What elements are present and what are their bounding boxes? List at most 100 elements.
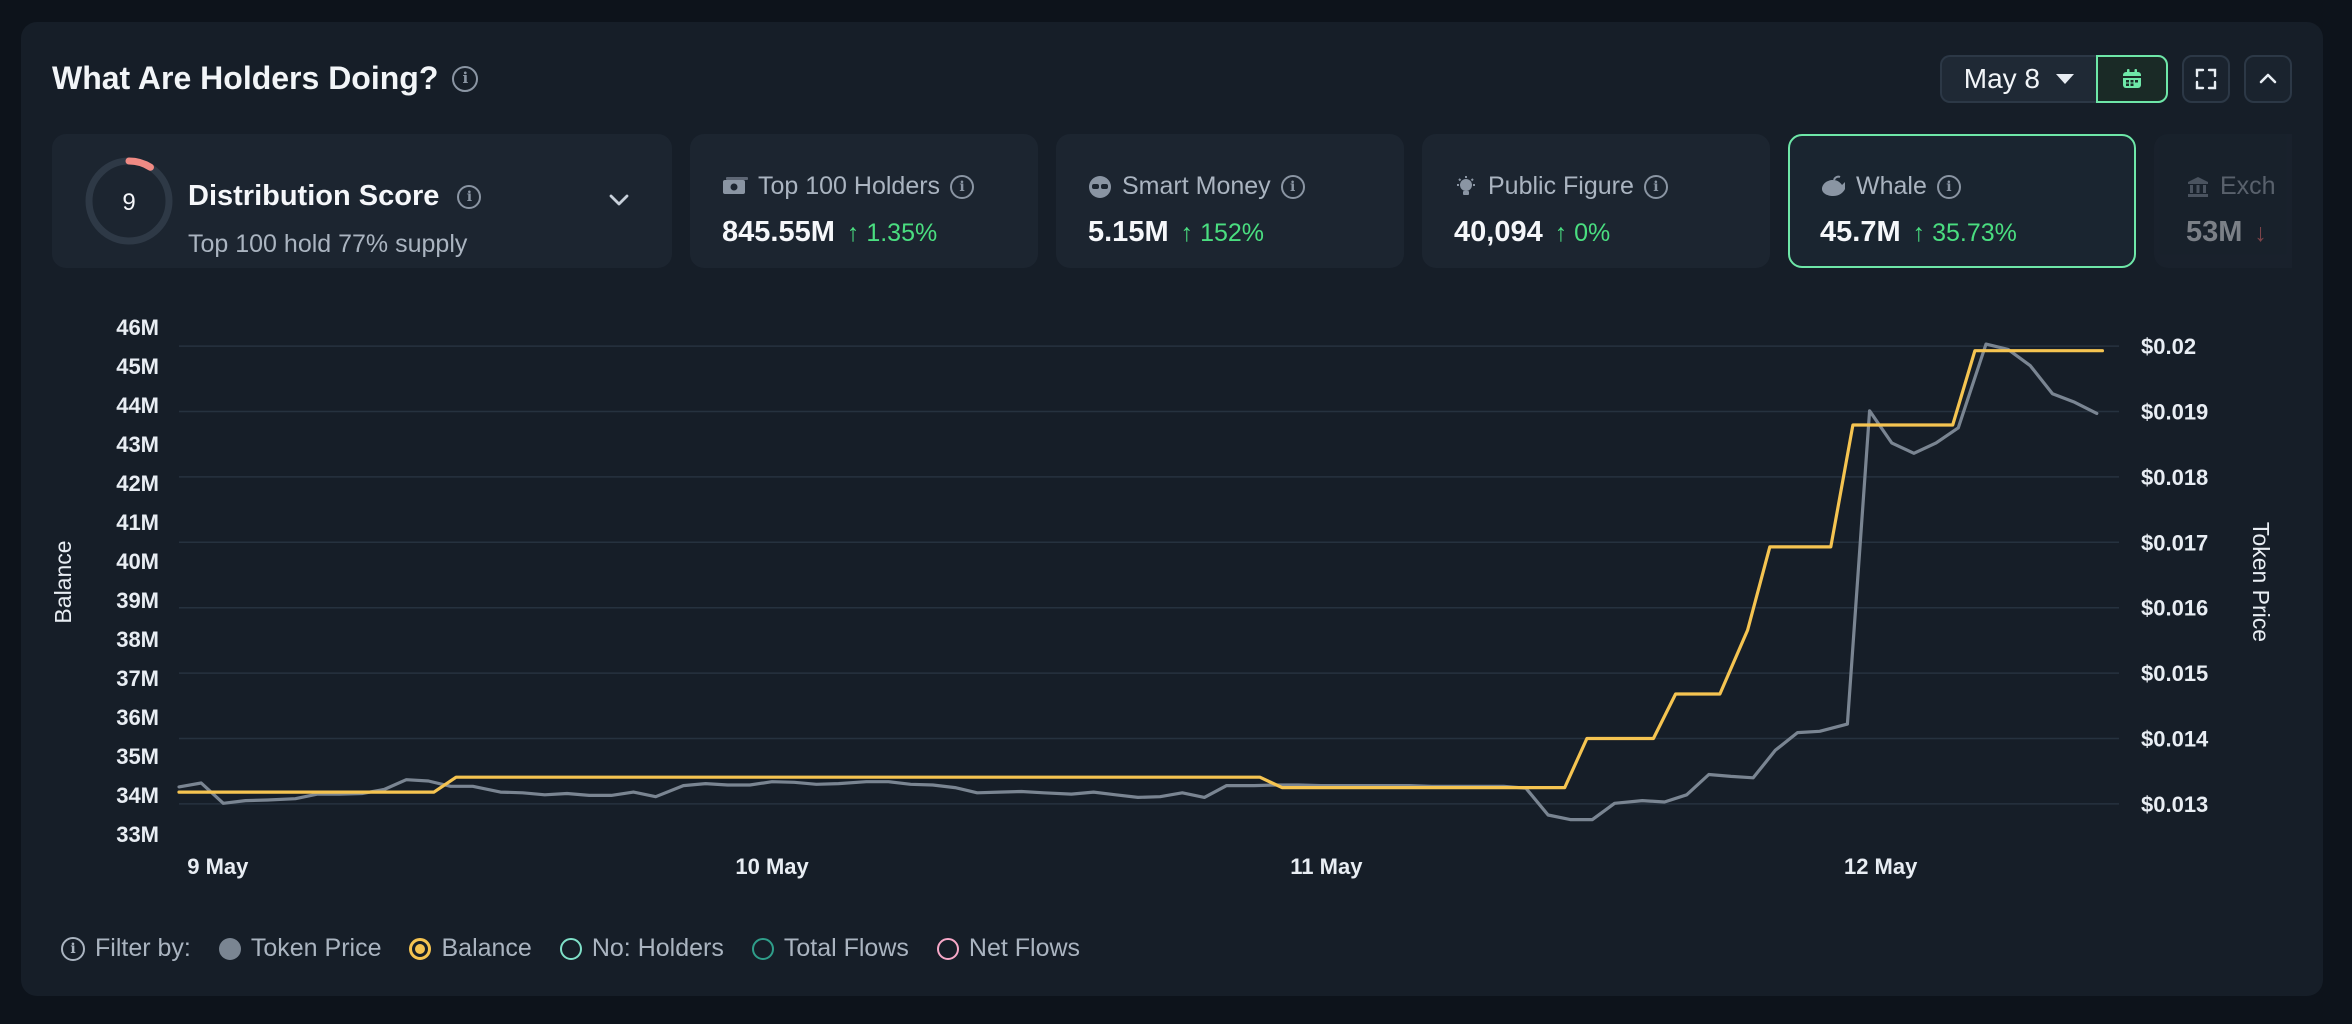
panel-title: What Are Holders Doing? [52, 60, 439, 96]
card-label: Smart Money [1122, 172, 1271, 200]
distribution-score-card[interactable]: 9 Distribution Score i Top 100 hold 77% … [52, 134, 672, 268]
filter-label: Filter by: [95, 934, 191, 962]
lightbulb-icon [1457, 175, 1475, 195]
card-label: Top 100 Holders [758, 172, 941, 200]
left-tick-label: 34M [116, 783, 159, 808]
caret-down-icon [2056, 74, 2074, 84]
card-change-down-arrow: ↓ [2254, 219, 2267, 247]
expand-icon [2195, 68, 2217, 90]
card-change: ↑ 152% [1180, 219, 1265, 247]
right-tick-label: $0.019 [2141, 399, 2208, 424]
legend-label: Balance [441, 934, 532, 962]
card-change-value: 152% [1200, 219, 1265, 247]
left-tick-label: 36M [116, 705, 159, 730]
card-label-row: Public Figure i [1454, 172, 1668, 201]
legend-dot [409, 937, 432, 960]
left-tick-label: 46M [116, 315, 159, 340]
card-value: 53M [2186, 216, 2243, 248]
left-tick-label: 41M [116, 510, 159, 535]
title-info-icon[interactable]: i [452, 65, 479, 92]
score-arc [85, 157, 173, 245]
collapse-button[interactable] [2244, 55, 2292, 103]
right-axis-ticks: $0.013 $0.014 $0.015 $0.016 $0.017 $0.018 $0.0… [2141, 334, 2209, 817]
card-label-row: Top 100 Holders i [722, 172, 975, 201]
chart-legend: i Filter by: Token Price Balance No: Hol… [61, 934, 1080, 963]
whale-icon [1822, 175, 1845, 196]
left-tick-label: 37M [116, 666, 159, 691]
right-tick-label: $0.014 [2141, 727, 2209, 752]
left-axis-label: Balance [50, 540, 76, 623]
holders-chart: 33M 34M 35M 36M 37M 38M 39M 40M 41M 42M 43M 44M 45M 4… [50, 315, 2274, 879]
legend-item-total-flows[interactable]: Total Flows [751, 934, 909, 963]
calendar-button[interactable] [2096, 55, 2168, 103]
holders-panel: What Are Holders Doing? i May 8 [21, 22, 2323, 996]
card-info-icon[interactable]: i [1643, 174, 1668, 199]
fullscreen-button[interactable] [2182, 55, 2230, 103]
left-tick-label: 39M [116, 588, 159, 613]
left-axis-ticks: 33M 34M 35M 36M 37M 38M 39M 40M 41M 42M 43M 44M 45M 4… [116, 315, 159, 847]
header-controls: May 8 [1939, 55, 2292, 103]
series-line-token-price [177, 342, 2099, 822]
card-whale[interactable]: Whale i 45.7M ↑ 35.73% [1788, 134, 2136, 268]
card-change-value: 1.35% [866, 219, 938, 247]
date-label: May 8 [1963, 63, 2040, 94]
legend-item-balance[interactable]: Balance [409, 934, 532, 963]
card-top-100-holders[interactable]: Top 100 Holders i 845.55M ↑ 1.35% [690, 134, 1038, 268]
panel-title-row: What Are Holders Doing? i [52, 60, 479, 97]
card-change-value: 0% [1574, 219, 1611, 247]
left-tick-label: 44M [116, 393, 159, 418]
card-exchange[interactable]: Exch 53M ↓ [2154, 134, 2292, 268]
card-info-icon[interactable]: i [950, 174, 975, 199]
right-tick-label: $0.015 [2141, 661, 2208, 686]
card-smart-money[interactable]: Smart Money i 5.15M ↑ 152% [1056, 134, 1404, 268]
card-value-row: 40,094 ↑ 0% [1454, 216, 1610, 249]
card-label-row: Exch [2186, 172, 2276, 201]
card-info-icon[interactable]: i [1280, 174, 1305, 199]
date-dropdown[interactable]: May 8 [1939, 55, 2096, 103]
card-value: 5.15M [1088, 216, 1169, 248]
card-label-row: Whale i [1820, 172, 1961, 201]
legend-item-token-price[interactable]: Token Price [218, 934, 382, 963]
chart-series [177, 342, 2104, 822]
chevron-down-icon[interactable] [608, 192, 630, 208]
card-value: 45.7M [1820, 216, 1901, 248]
legend-item-net-flows[interactable]: Net Flows [936, 934, 1081, 963]
legend-label: Net Flows [968, 934, 1081, 962]
left-tick-label: 42M [116, 471, 159, 496]
legend-label: Total Flows [783, 934, 909, 962]
left-tick-label: 33M [116, 822, 159, 847]
series-line-balance [177, 349, 2104, 794]
right-tick-label: $0.018 [2141, 465, 2208, 490]
legend-filter-label-row: i Filter by: [61, 934, 191, 963]
legend-label: Token Price [250, 934, 382, 962]
date-selector: May 8 [1939, 55, 2168, 103]
sunglasses-icon [1089, 175, 1111, 198]
metric-cards: 9 Distribution Score i Top 100 hold 77% … [52, 134, 2292, 268]
chart-grid [179, 345, 2119, 805]
filter-info-icon[interactable]: i [61, 936, 85, 961]
distribution-info-icon[interactable]: i [457, 184, 482, 209]
right-tick-label: $0.02 [2141, 334, 2196, 359]
score-value: 9 [122, 189, 135, 216]
card-label-row: Smart Money i [1088, 172, 1305, 201]
card-label: Public Figure [1488, 172, 1634, 200]
legend-item-no-holders[interactable]: No: Holders [559, 934, 724, 963]
x-tick-label: 10 May [735, 854, 809, 879]
card-change: ↑ 1.35% [846, 219, 938, 247]
card-public-figure[interactable]: Public Figure i 40,094 ↑ 0% [1422, 134, 1770, 268]
x-tick-label: 11 May [1290, 854, 1363, 879]
legend-label: No: Holders [591, 934, 724, 962]
x-tick-label: 12 May [1844, 854, 1918, 879]
distribution-title-row: Distribution Score i [188, 180, 482, 213]
left-tick-label: 45M [116, 354, 159, 379]
card-label: Exch [2220, 172, 2276, 200]
legend-dot [559, 937, 582, 960]
x-tick-label: 9 May [187, 854, 249, 879]
left-tick-label: 40M [116, 549, 159, 574]
card-change: ↑ 35.73% [1912, 219, 2017, 247]
card-info-icon[interactable]: i [1936, 174, 1961, 199]
card-value: 40,094 [1454, 216, 1543, 248]
calendar-icon [2123, 69, 2141, 88]
distribution-title: Distribution Score [188, 180, 440, 212]
score-gauge: 9 [85, 157, 173, 245]
